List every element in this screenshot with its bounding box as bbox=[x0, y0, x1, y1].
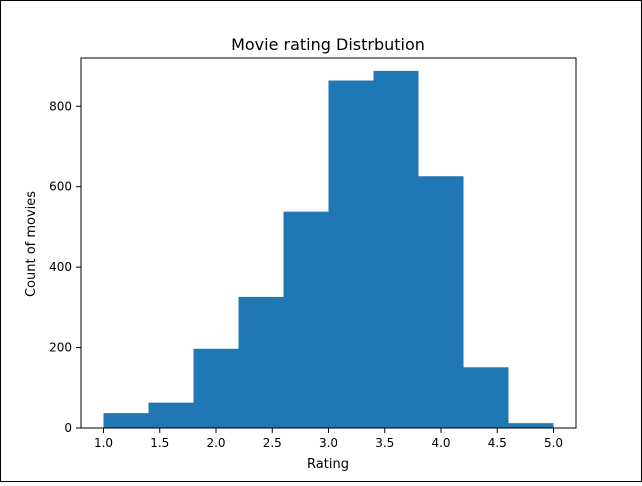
x-tick-label: 4.0 bbox=[431, 436, 450, 450]
bars-group bbox=[103, 70, 554, 429]
histogram-bar bbox=[328, 80, 374, 429]
x-tick-label: 3.0 bbox=[319, 436, 338, 450]
histogram-bar bbox=[103, 413, 149, 428]
y-tick-label: 800 bbox=[49, 99, 72, 113]
x-tick-label: 3.5 bbox=[375, 436, 394, 450]
histogram-bar bbox=[508, 423, 554, 428]
histogram-bar bbox=[238, 296, 284, 428]
y-axis: 0 200 400 600 800 bbox=[49, 99, 81, 435]
histogram-bar bbox=[148, 402, 194, 428]
histogram-bar bbox=[193, 348, 239, 428]
chart-title: Movie rating Distrbution bbox=[231, 35, 425, 54]
x-axis: 1.0 1.5 2.0 2.5 3.0 3.5 4.0 4.5 5.0 bbox=[94, 428, 563, 450]
x-tick-label: 1.5 bbox=[150, 436, 169, 450]
histogram-bar bbox=[283, 211, 329, 428]
y-tick-label: 400 bbox=[49, 260, 72, 274]
histogram-bar bbox=[418, 176, 464, 428]
x-tick-label: 5.0 bbox=[544, 436, 563, 450]
x-tick-label: 4.5 bbox=[488, 436, 507, 450]
x-tick-label: 2.5 bbox=[263, 436, 282, 450]
histogram-bar bbox=[463, 367, 509, 428]
y-axis-label: Count of movies bbox=[24, 191, 39, 297]
y-tick-label: 0 bbox=[64, 421, 72, 435]
histogram-bar bbox=[373, 70, 419, 428]
plot-area-frame bbox=[80, 57, 577, 429]
x-tick-label: 1.0 bbox=[94, 436, 113, 450]
x-axis-label: Rating bbox=[307, 457, 349, 472]
x-tick-label: 2.0 bbox=[206, 436, 225, 450]
y-tick-label: 200 bbox=[49, 341, 72, 355]
y-tick-label: 600 bbox=[49, 180, 72, 194]
